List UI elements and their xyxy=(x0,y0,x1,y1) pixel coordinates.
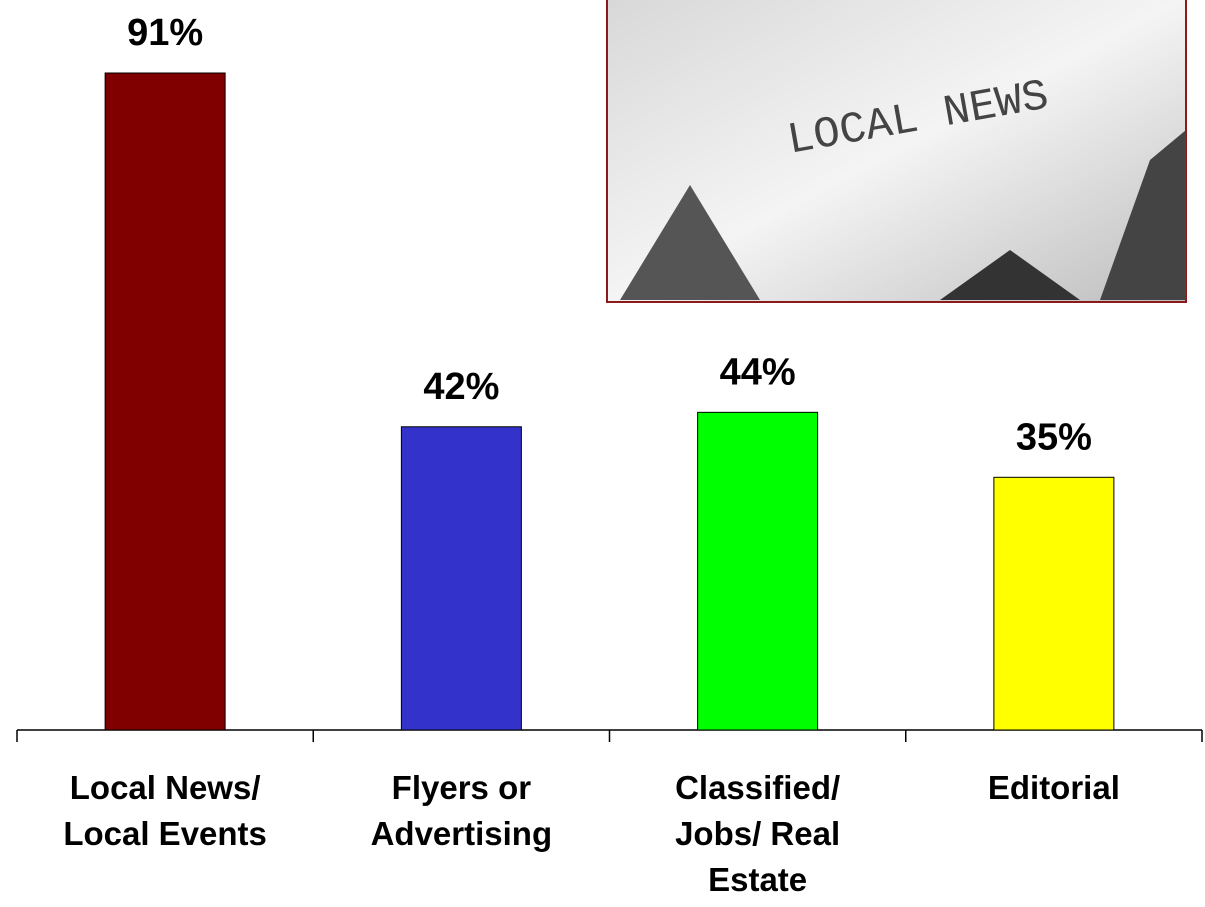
value-label: 35% xyxy=(1016,416,1092,458)
typebar xyxy=(620,185,760,300)
bar xyxy=(104,72,226,731)
bar xyxy=(400,426,522,731)
x-tick-label: Local News/ Local Events xyxy=(63,769,267,852)
x-tick-label: Classified/ Jobs/ Real Estate xyxy=(675,769,841,898)
bar xyxy=(993,476,1115,731)
value-label: 44% xyxy=(720,351,796,393)
value-label: 91% xyxy=(127,12,203,54)
bar xyxy=(697,411,819,731)
typebar xyxy=(1100,130,1186,300)
value-label: 42% xyxy=(423,366,499,408)
typebar xyxy=(940,250,1080,300)
x-tick-label: Flyers or Advertising xyxy=(370,769,553,852)
photo: LOCAL NEWS xyxy=(606,0,1187,303)
x-tick-label: Editorial xyxy=(987,769,1120,806)
